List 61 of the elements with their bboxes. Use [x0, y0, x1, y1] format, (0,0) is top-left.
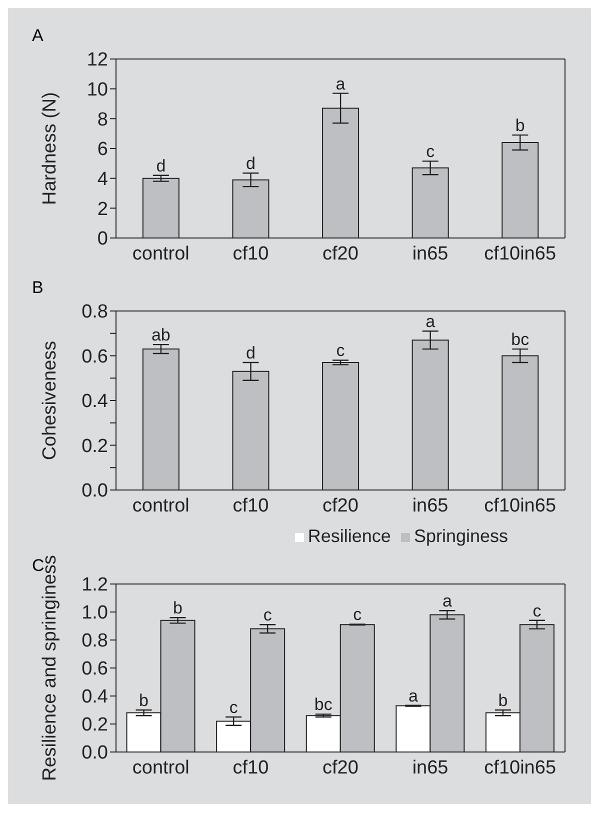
y-tick-label: 0: [97, 228, 108, 250]
data-label: c: [353, 605, 362, 624]
y-tick-label: 1.0: [82, 602, 108, 624]
x-tick-label: in65: [412, 757, 448, 778]
data-label: c: [229, 698, 238, 717]
data-label: b: [173, 598, 183, 618]
data-label: b: [498, 691, 508, 710]
y-tick-label: 0.2: [82, 714, 108, 736]
y-tick-label: 0.8: [82, 630, 108, 652]
x-tick-label: cf10: [232, 243, 269, 264]
legend-label: Resilience: [308, 526, 391, 546]
data-label: b: [139, 691, 149, 710]
chart-title: A: [32, 26, 44, 46]
y-axis-title: Hardness (N): [40, 92, 61, 205]
y-tick-label: 0.4: [82, 391, 108, 412]
x-tick-label: in65: [412, 495, 448, 516]
y-tick-label: 2: [97, 198, 108, 220]
x-tick-label: control: [132, 495, 190, 516]
data-label: a: [426, 312, 436, 332]
data-label: c: [532, 601, 542, 620]
x-tick-label: cf10in65: [484, 243, 556, 264]
data-label: c: [336, 341, 346, 360]
data-label: a: [442, 592, 452, 611]
y-tick-label: 4: [97, 169, 108, 190]
y-tick-label: 0.6: [82, 346, 108, 368]
y-tick-label: 12: [86, 50, 108, 71]
chart-title: B: [32, 278, 44, 298]
data-label: bc: [314, 695, 333, 714]
y-tick-label: 0.0: [82, 742, 108, 764]
data-label: b: [515, 116, 525, 136]
data-label: ab: [151, 326, 170, 345]
y-tick-label: 1.2: [82, 574, 108, 596]
y-tick-label: 0.8: [82, 302, 108, 323]
data-label: d: [246, 343, 256, 362]
data-label: c: [426, 142, 436, 162]
x-tick-label: cf20: [322, 757, 358, 778]
data-label: bc: [511, 330, 530, 350]
data-label: a: [408, 686, 418, 706]
y-tick-label: 0.4: [82, 686, 108, 708]
data-label: d: [246, 154, 256, 174]
y-tick-label: 0.0: [82, 480, 108, 502]
x-tick-label: in65: [412, 243, 448, 264]
x-tick-label: cf20: [322, 495, 358, 516]
y-tick-label: 10: [86, 80, 108, 101]
x-tick-label: control: [132, 243, 190, 264]
x-tick-label: cf10in65: [484, 495, 556, 516]
y-tick-label: 6: [97, 139, 108, 160]
y-axis-title: Cohesiveness: [40, 340, 61, 460]
x-tick-label: cf10: [232, 495, 269, 516]
y-tick-label: 0.2: [82, 436, 108, 457]
y-tick-label: 8: [97, 109, 108, 130]
x-tick-label: control: [132, 757, 190, 778]
data-label: d: [156, 156, 166, 176]
chart-title: C: [32, 556, 44, 575]
y-tick-label: 0.6: [82, 658, 108, 680]
data-label: c: [263, 606, 272, 625]
legend-label: Springiness: [414, 526, 508, 546]
x-tick-label: cf20: [322, 243, 358, 264]
data-label: a: [336, 74, 346, 94]
x-tick-label: cf10: [232, 757, 269, 778]
x-tick-label: cf10in65: [484, 757, 556, 778]
